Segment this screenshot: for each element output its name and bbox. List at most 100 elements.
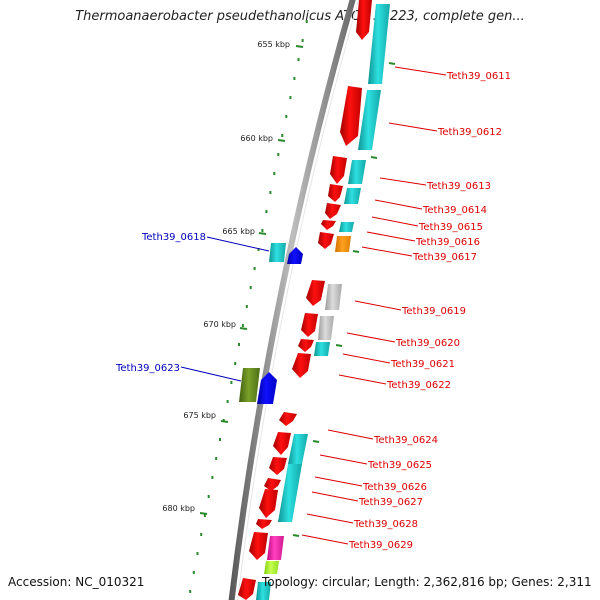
tick-dot bbox=[196, 552, 199, 555]
gene-label[interactable]: Teth39_0612 bbox=[437, 127, 502, 138]
tick-dot bbox=[305, 20, 308, 23]
gene-label[interactable]: Teth39_0622 bbox=[386, 380, 451, 391]
gene-reverse[interactable] bbox=[279, 412, 297, 426]
gene-label[interactable]: Teth39_0620 bbox=[395, 338, 460, 349]
gene-cyan[interactable] bbox=[339, 222, 354, 232]
gene-cyan[interactable] bbox=[314, 342, 330, 356]
tick-dot bbox=[200, 533, 203, 536]
gene-reverse[interactable] bbox=[318, 232, 334, 249]
gene-label[interactable]: Teth39_0615 bbox=[418, 222, 483, 233]
gene-magenta[interactable] bbox=[267, 536, 284, 560]
gene-reverse[interactable] bbox=[273, 432, 291, 455]
tick-dot bbox=[207, 495, 210, 498]
tick-dot bbox=[269, 191, 272, 194]
tick-dot bbox=[297, 58, 300, 61]
gene-label[interactable]: Teth39_0621 bbox=[390, 359, 455, 370]
gene-cyan[interactable] bbox=[368, 4, 390, 84]
scale-label: 665 kbp bbox=[222, 227, 255, 236]
scale-label: 670 kbp bbox=[203, 320, 236, 329]
tick-dot bbox=[265, 210, 268, 213]
gene-label[interactable]: Teth39_0611 bbox=[446, 71, 511, 82]
tick-dot bbox=[189, 590, 192, 593]
gene-reverse[interactable] bbox=[340, 86, 362, 146]
gene-label[interactable]: Teth39_0614 bbox=[422, 205, 487, 216]
tick-dot bbox=[293, 77, 296, 80]
tick-dot bbox=[289, 96, 292, 99]
gene-reverse[interactable] bbox=[269, 457, 287, 475]
tick-dot bbox=[203, 514, 206, 517]
gene-reverse[interactable] bbox=[301, 313, 318, 337]
gene-label[interactable]: Teth39_0627 bbox=[358, 497, 423, 508]
gene-cyan[interactable] bbox=[358, 90, 381, 150]
gene-label[interactable]: Teth39_0626 bbox=[362, 482, 427, 493]
gene-reverse[interactable] bbox=[238, 578, 256, 600]
backbone-highlight bbox=[237, 0, 360, 600]
gene-label[interactable]: Teth39_0616 bbox=[415, 237, 480, 248]
gene-reverse[interactable] bbox=[264, 478, 281, 491]
gene-gray[interactable] bbox=[325, 284, 342, 310]
gene-cyan[interactable] bbox=[256, 582, 271, 600]
tick-dot bbox=[226, 400, 229, 403]
gene-reverse[interactable] bbox=[328, 184, 343, 202]
tick-dot bbox=[219, 438, 221, 441]
gene-label[interactable]: Teth39_0623 bbox=[115, 363, 180, 374]
gene-label[interactable]: Teth39_0613 bbox=[426, 181, 491, 192]
accession-label: Accession: NC_010321 bbox=[8, 575, 145, 589]
gene-olive-forward[interactable] bbox=[239, 368, 260, 402]
tick-track bbox=[189, 20, 308, 593]
gene-blue-forward[interactable] bbox=[287, 247, 303, 264]
tick-dot bbox=[281, 134, 284, 137]
gene-label[interactable]: Teth39_0628 bbox=[353, 519, 418, 530]
reverse-strand-genes bbox=[238, 0, 372, 600]
gene-reverse[interactable] bbox=[330, 156, 347, 184]
gene-reverse[interactable] bbox=[259, 489, 278, 518]
gene-reverse[interactable] bbox=[249, 532, 268, 560]
left-leader-lines bbox=[180, 236, 270, 382]
tick-dot bbox=[257, 248, 260, 251]
scale-ticks bbox=[199, 45, 304, 515]
gene-blue-forward[interactable] bbox=[257, 372, 277, 404]
tick-dot bbox=[245, 305, 248, 308]
gene-cyan[interactable] bbox=[288, 434, 308, 464]
gene-label[interactable]: Teth39_0624 bbox=[373, 435, 438, 446]
tick-dot bbox=[192, 571, 195, 574]
gene-cyan[interactable] bbox=[348, 160, 366, 184]
scale-label: 680 kbp bbox=[162, 504, 195, 513]
gene-label[interactable]: Teth39_0618 bbox=[141, 232, 206, 243]
scale-label: 660 kbp bbox=[240, 134, 273, 143]
topology-label: Topology: circular; Length: 2,362,816 bp… bbox=[262, 575, 592, 589]
tick-dot bbox=[253, 267, 256, 270]
gene-reverse[interactable] bbox=[256, 519, 272, 529]
gene-label[interactable]: Teth39_0629 bbox=[348, 540, 413, 551]
scale-label: 655 kbp bbox=[257, 40, 290, 49]
gene-cyan[interactable] bbox=[278, 464, 302, 522]
forward-strand-genes bbox=[239, 243, 303, 404]
gene-lime[interactable] bbox=[264, 561, 279, 574]
tick-dot bbox=[277, 153, 280, 156]
genome-backbone bbox=[228, 0, 356, 600]
gene-cyan[interactable] bbox=[344, 188, 361, 204]
tick-dot bbox=[249, 286, 252, 289]
tick-dot bbox=[273, 172, 276, 175]
gene-reverse[interactable] bbox=[325, 203, 341, 219]
gene-cyan-forward[interactable] bbox=[269, 243, 286, 262]
gene-gray[interactable] bbox=[318, 316, 334, 340]
gene-label[interactable]: Teth39_0619 bbox=[401, 306, 466, 317]
tick-dot bbox=[261, 229, 264, 232]
tick-dot bbox=[301, 39, 304, 42]
gene-reverse[interactable] bbox=[306, 280, 325, 306]
right-tick-marks bbox=[292, 62, 396, 537]
gene-reverse[interactable] bbox=[356, 0, 372, 40]
gene-reverse[interactable] bbox=[321, 220, 336, 230]
gene-label[interactable]: Teth39_0625 bbox=[367, 460, 432, 471]
right-leader-lines bbox=[301, 66, 447, 545]
tick-dot bbox=[215, 457, 218, 460]
gene-label[interactable]: Teth39_0617 bbox=[412, 252, 477, 263]
gene-reverse[interactable] bbox=[298, 339, 314, 352]
tick-dot bbox=[230, 381, 233, 384]
gene-reverse[interactable] bbox=[292, 353, 311, 378]
tick-dot bbox=[241, 324, 244, 327]
tick-dot bbox=[238, 343, 240, 346]
gene-orange[interactable] bbox=[335, 236, 351, 252]
